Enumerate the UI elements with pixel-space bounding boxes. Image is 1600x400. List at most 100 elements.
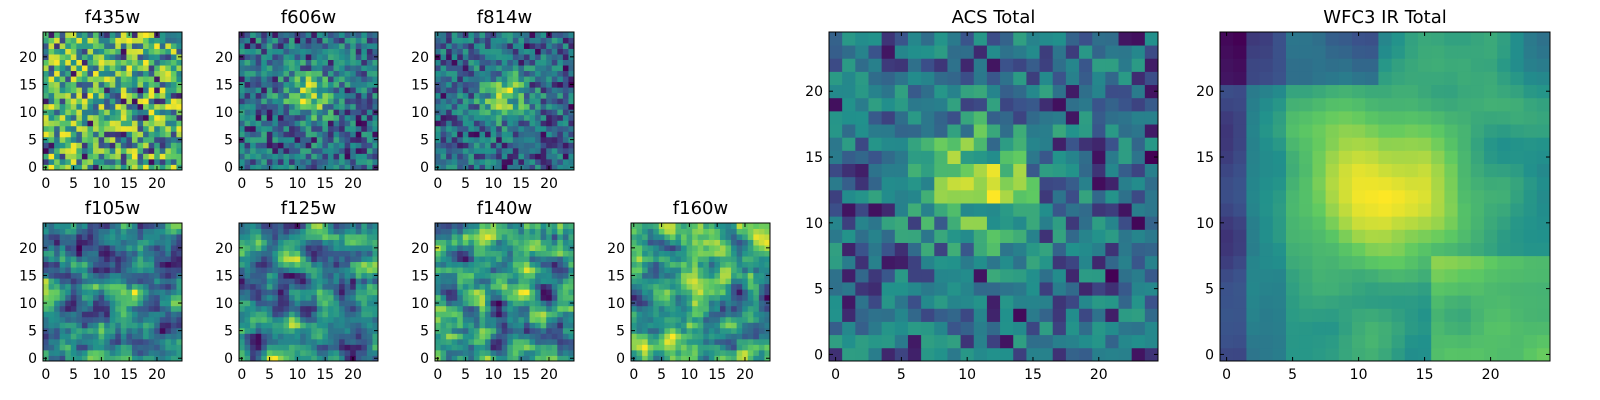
heatmap-cell <box>631 256 637 263</box>
heatmap-cell <box>1039 189 1054 204</box>
heatmap-cell <box>669 250 676 257</box>
heatmap-cell <box>457 43 464 49</box>
heatmap-cell <box>540 239 547 246</box>
heatmap-cell <box>283 120 290 127</box>
heatmap-cell <box>76 223 83 229</box>
heatmap-cell <box>283 245 290 251</box>
heatmap-cell <box>473 153 480 160</box>
heatmap-cell <box>468 272 475 279</box>
heatmap-cell <box>479 109 486 116</box>
heatmap-cell <box>681 349 687 356</box>
heatmap-cell <box>501 81 508 88</box>
heatmap-cell <box>361 256 368 263</box>
heatmap-cell <box>568 48 575 55</box>
heatmap-cell <box>540 228 547 235</box>
heatmap-cell <box>255 48 262 55</box>
heatmap-cell <box>1052 203 1067 217</box>
heatmap-cell <box>154 158 161 165</box>
heatmap-cell <box>350 131 357 138</box>
heatmap-cell <box>490 327 497 334</box>
heatmap-cell <box>120 261 127 268</box>
heatmap-cell <box>244 272 251 279</box>
heatmap-cell <box>159 256 166 263</box>
heatmap-cell <box>76 234 83 240</box>
heatmap-cell <box>1013 282 1027 296</box>
heatmap-cell <box>479 338 486 345</box>
heatmap-cell <box>87 261 94 268</box>
heatmap-cell <box>115 81 122 88</box>
heatmap-cell <box>76 109 83 116</box>
heatmap-cell <box>272 103 279 110</box>
heatmap-cell <box>529 278 536 285</box>
heatmap-cell <box>758 261 765 268</box>
heatmap-cell <box>485 234 491 240</box>
heatmap-cell <box>339 48 346 55</box>
heatmap-cell <box>451 256 458 263</box>
heatmap-cell <box>165 278 172 285</box>
heatmap-cell <box>104 294 111 301</box>
heatmap-cell <box>842 282 856 296</box>
heatmap-cell <box>81 316 88 323</box>
heatmap-cell <box>115 147 122 154</box>
heatmap-cell <box>120 250 127 257</box>
heatmap-cell <box>81 87 88 94</box>
heatmap-cell <box>468 289 475 296</box>
heatmap-cell <box>327 43 334 49</box>
heatmap-cell <box>148 300 155 307</box>
heatmap-cell <box>289 147 295 154</box>
heatmap-cell <box>70 349 77 356</box>
heatmap-cell <box>327 256 334 263</box>
heatmap-cell <box>446 48 453 55</box>
heatmap-cell <box>473 256 480 263</box>
heatmap-cell <box>647 289 654 296</box>
heatmap-cell <box>1026 163 1040 178</box>
heatmap-cell <box>664 355 671 362</box>
heatmap-cell <box>546 300 553 307</box>
heatmap-cell <box>692 344 699 351</box>
heatmap-cell <box>283 32 290 38</box>
heatmap-cell <box>266 131 273 138</box>
heatmap-cell <box>485 147 491 154</box>
heatmap-cell <box>435 142 441 149</box>
heatmap-cell <box>986 255 1001 270</box>
heatmap-cell <box>104 316 111 323</box>
heatmap-cell <box>372 120 379 127</box>
heatmap-cell <box>300 239 307 246</box>
heatmap-cell <box>59 316 66 323</box>
heatmap-cell <box>764 250 771 257</box>
heatmap-cell <box>70 147 77 154</box>
heatmap-cell <box>1144 282 1159 296</box>
heatmap-cell <box>479 283 486 290</box>
heatmap-cell <box>703 300 710 307</box>
heatmap-cell <box>333 76 340 83</box>
heatmap-cell <box>686 349 693 356</box>
heatmap-cell <box>636 305 643 312</box>
heatmap-cell <box>440 103 447 110</box>
heatmap-cell <box>322 234 329 240</box>
heatmap-cell <box>350 256 357 263</box>
heatmap-cell <box>148 114 155 121</box>
heatmap-cell <box>344 267 351 274</box>
heatmap-cell <box>48 250 55 257</box>
heatmap-cell <box>960 189 975 204</box>
heatmap-cell <box>658 300 665 307</box>
heatmap-cell <box>697 234 704 240</box>
heatmap-cell <box>98 142 105 149</box>
heatmap-cell <box>551 349 558 356</box>
heatmap-cell <box>714 338 721 345</box>
heatmap-cell <box>159 311 166 318</box>
heatmap-cell <box>350 92 357 99</box>
heatmap-cell <box>842 295 856 309</box>
heatmap-cell <box>272 256 279 263</box>
heatmap-cell <box>266 256 273 263</box>
heatmap-cell <box>446 300 453 307</box>
heatmap-cell <box>48 283 55 290</box>
heatmap-cell <box>529 223 536 229</box>
heatmap-cell <box>239 158 245 165</box>
heatmap-cell <box>692 261 699 268</box>
heatmap-cell <box>300 278 307 285</box>
heatmap-cell <box>361 311 368 318</box>
heatmap-cell <box>277 48 284 55</box>
heatmap-cell <box>143 98 150 105</box>
heatmap-cell <box>244 65 251 72</box>
